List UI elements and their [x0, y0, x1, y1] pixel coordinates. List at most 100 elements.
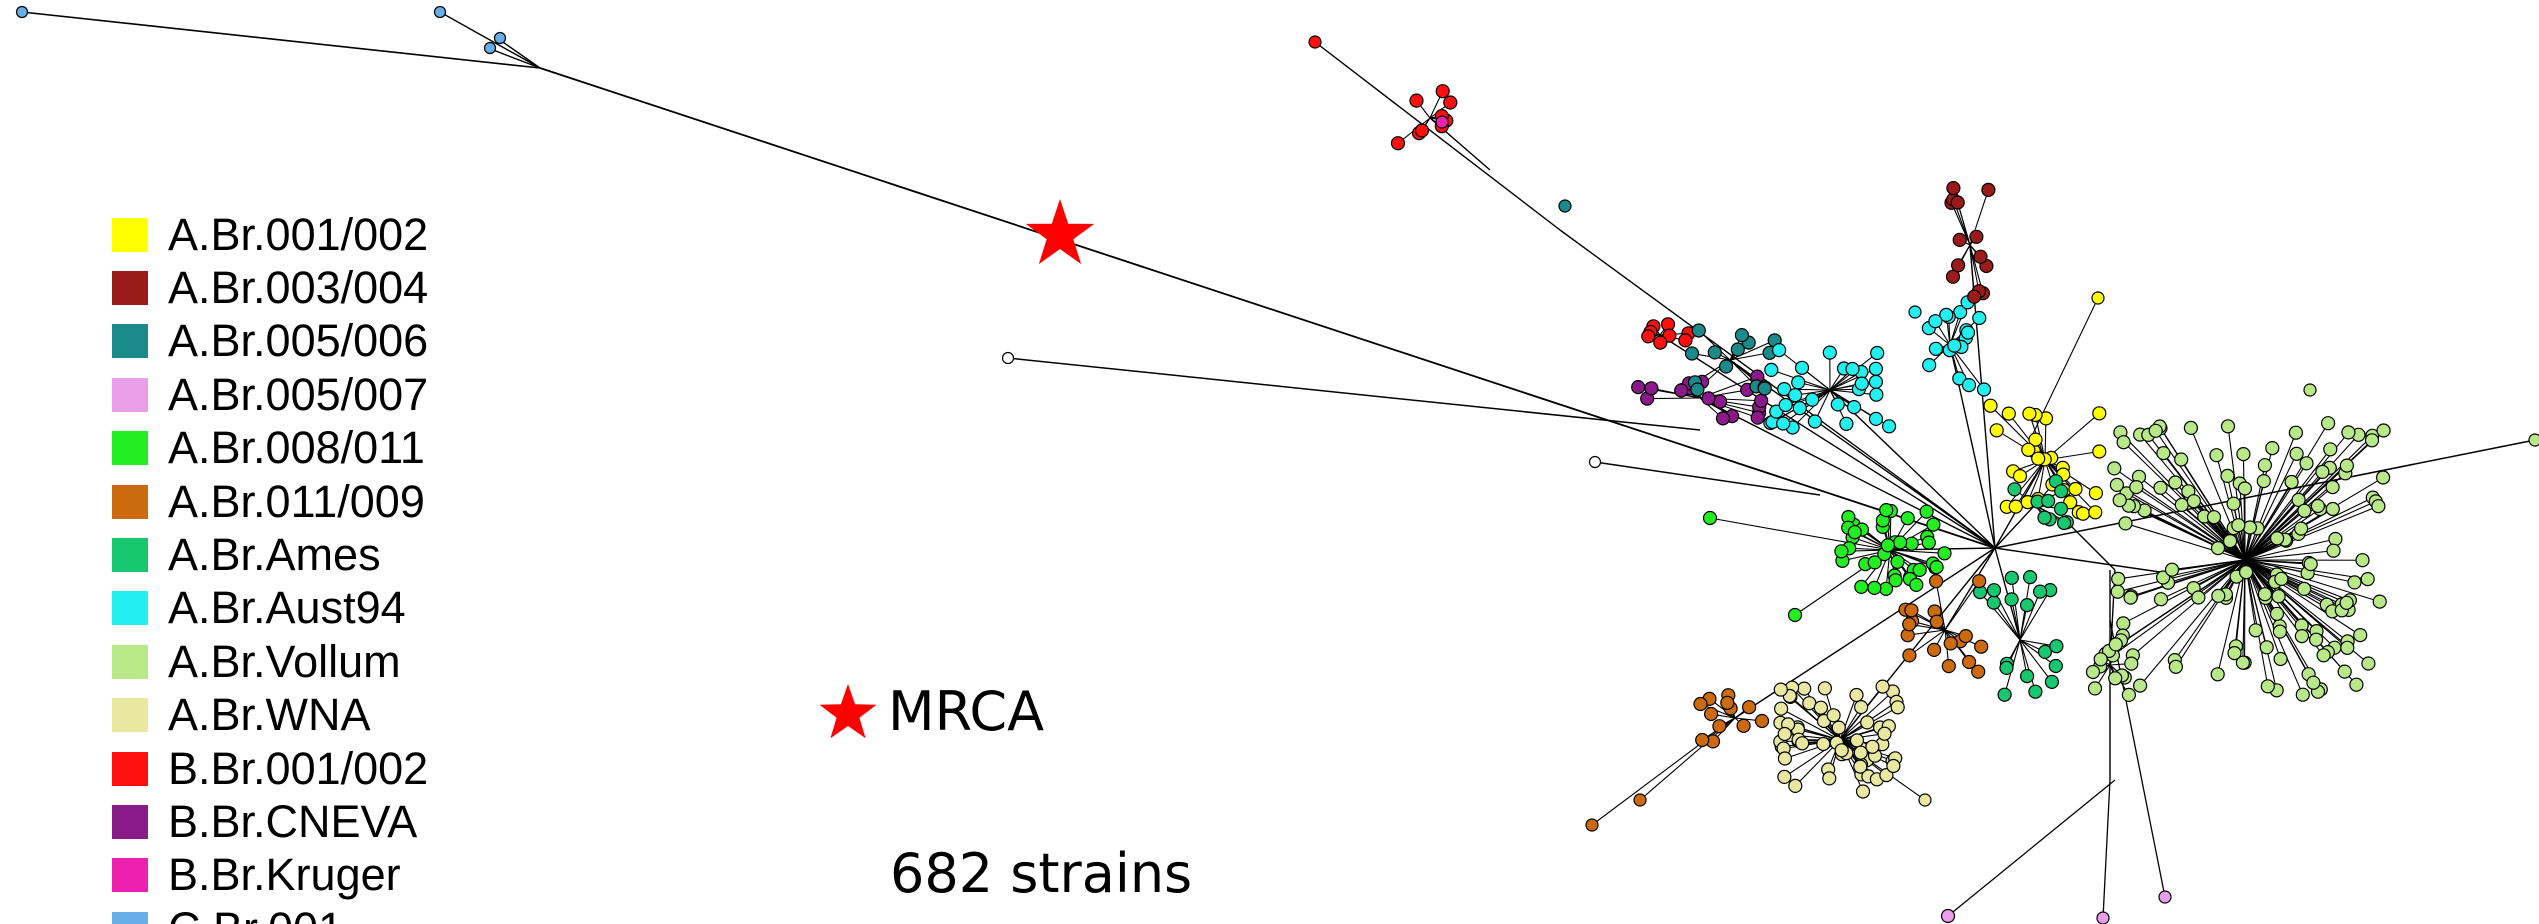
tree-tip	[2260, 679, 2275, 694]
tree-tip	[1868, 411, 1884, 426]
tree-tip	[1880, 538, 1896, 553]
tree-tip	[1720, 695, 1735, 710]
tree-tip	[2339, 595, 2354, 610]
tree-tip	[1853, 699, 1869, 715]
tree-tip	[2174, 497, 2189, 512]
tree-branch	[2019, 639, 2036, 692]
tree-tip	[1849, 687, 1864, 703]
tree-tip	[1690, 382, 1705, 397]
tree-tip	[1983, 398, 1998, 413]
tree-tip	[2297, 581, 2312, 597]
tree-branch	[2112, 559, 2246, 656]
tree-tip	[2109, 477, 2124, 492]
legend-swatch	[112, 431, 148, 466]
tree-tip	[1754, 393, 1769, 408]
tree-tip	[2273, 651, 2288, 667]
tree-tip	[1853, 745, 1868, 760]
tree-tip	[1946, 181, 1961, 196]
tree-tip	[1969, 229, 1984, 244]
tree-tip	[1826, 708, 1841, 723]
tree-tip	[1684, 346, 1700, 361]
tree-tip	[2257, 458, 2272, 473]
tree-tip	[2021, 442, 2036, 457]
tree-tip	[2191, 590, 2206, 605]
tree-tip	[2257, 587, 2272, 602]
tree-branch	[2160, 559, 2246, 600]
tree-tip	[2337, 664, 2352, 679]
tree-tip	[2186, 494, 2201, 509]
legend-item: A.Br.011/009	[112, 475, 532, 528]
legend-swatch	[112, 538, 148, 573]
tree-tip	[2007, 482, 2022, 497]
mrca-legend: MRCA	[818, 680, 1044, 743]
tree-tip	[2316, 648, 2331, 663]
tree-branch	[2130, 559, 2246, 599]
tree-branch	[2108, 559, 2246, 652]
tree-tip	[2259, 640, 2274, 655]
tree-tip	[1950, 258, 1966, 273]
legend-swatch	[112, 377, 148, 412]
tree-tip	[2323, 442, 2338, 457]
tree-tip	[2371, 499, 2386, 514]
legend-swatch	[112, 484, 148, 519]
tree-tip	[2048, 658, 2063, 674]
tree-tip	[1941, 658, 1956, 674]
tree-tip	[1869, 387, 1884, 402]
tree-tip	[1741, 700, 1757, 715]
tree-branch	[1007, 357, 1701, 431]
tree-tip	[2121, 687, 2136, 703]
tree-tip	[2088, 505, 2103, 520]
tree-tip	[2156, 446, 2171, 461]
tree-tip	[2210, 540, 2226, 556]
tree-tip	[1904, 603, 1919, 618]
legend-item: B.Br.001/002	[112, 742, 532, 795]
legend-label: C.Br.001	[168, 903, 343, 924]
tree-tip	[1909, 577, 1924, 593]
tree-branch	[2117, 559, 2246, 593]
tree-tip	[1947, 338, 1962, 353]
tree-tip	[1839, 416, 1854, 431]
tree-tip	[2326, 543, 2341, 558]
tree-branch	[2244, 559, 2347, 604]
tree-branch	[2109, 619, 2166, 898]
tree-tip	[1435, 115, 1449, 129]
tree-tip	[2289, 446, 2304, 461]
tree-tip	[1875, 679, 1890, 694]
tree-tip	[1778, 397, 1793, 413]
tree-tip	[1712, 719, 1727, 734]
tree-branch	[2139, 559, 2246, 686]
tree-tip	[2340, 640, 2355, 655]
tree-tip	[1777, 769, 1792, 785]
tree-tip	[2299, 456, 2314, 471]
tree-branch	[1591, 717, 1736, 826]
tree-tip	[2376, 470, 2391, 485]
tree-tip	[2328, 531, 2343, 547]
tree-tip	[2361, 656, 2376, 671]
tree-tip	[1776, 416, 1791, 431]
tree-branch	[1909, 629, 1946, 656]
tree-tip	[2123, 590, 2138, 605]
tree-tip	[2085, 664, 2101, 680]
tree-tip	[2236, 447, 2251, 462]
legend-swatch	[112, 751, 148, 786]
tree-tip	[1777, 382, 1792, 397]
tree-tip	[1730, 342, 1745, 357]
tree-tip	[2001, 406, 2016, 421]
tree-tip	[2153, 592, 2169, 607]
tree-tip	[1867, 580, 1882, 596]
tree-tip	[2223, 533, 2238, 549]
tree-tip	[1308, 35, 1322, 49]
tree-tip	[1797, 681, 1812, 696]
tree-tip	[1847, 525, 1862, 540]
tree-tip	[1855, 784, 1871, 799]
legend-label: A.Br.005/006	[168, 315, 429, 367]
tree-tip	[2107, 461, 2122, 476]
tree-tip	[1926, 642, 1942, 658]
tree-tip	[2037, 644, 2053, 660]
tree-tip	[2088, 486, 2103, 501]
tree-tip	[2004, 592, 2019, 607]
tree-tip	[1922, 358, 1937, 373]
tree-tip	[1952, 371, 1967, 386]
legend-label: A.Br.WNA	[168, 689, 371, 741]
tree-tip	[2248, 623, 2263, 638]
